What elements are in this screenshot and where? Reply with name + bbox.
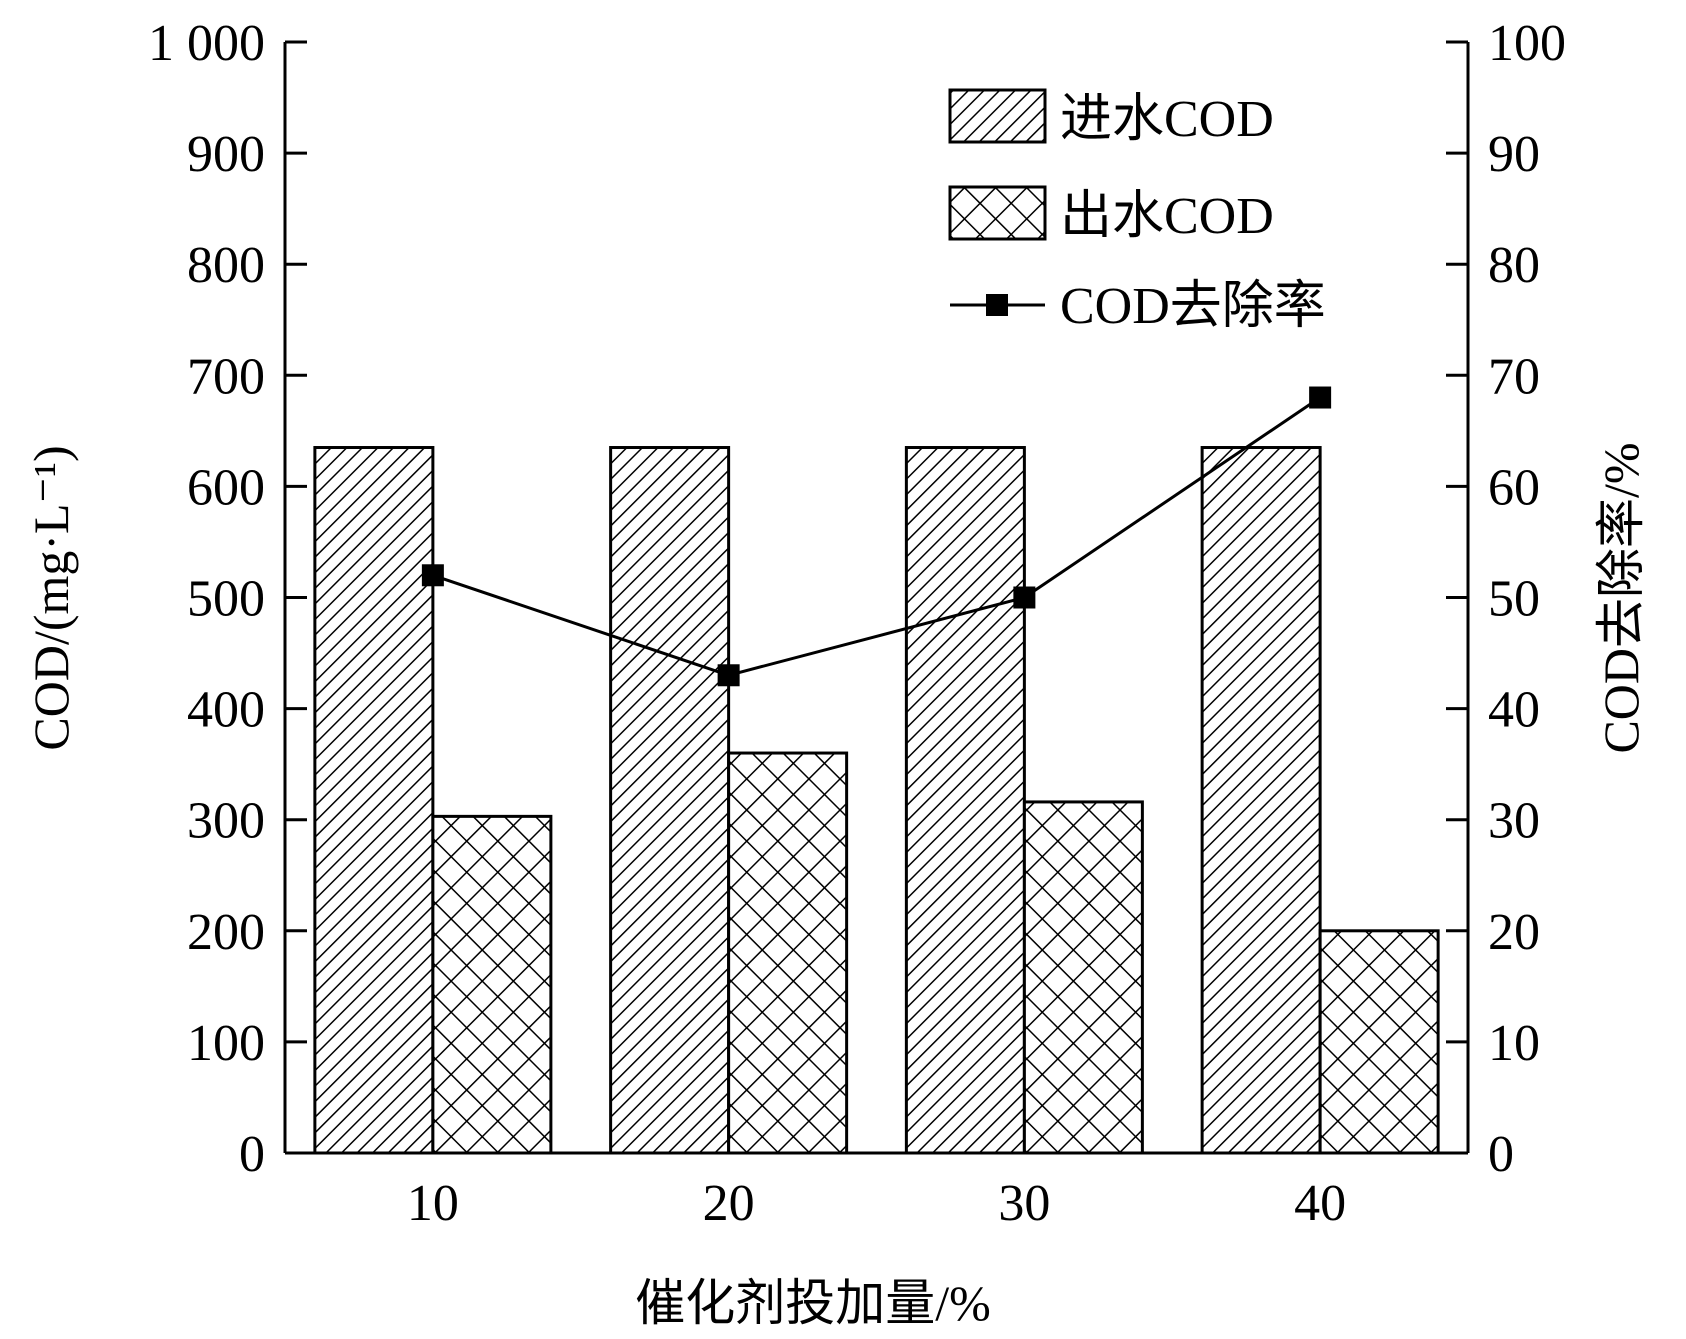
legend-label-removal: COD去除率 — [1060, 278, 1326, 335]
removal-rate-point-10 — [421, 564, 444, 587]
y-tick-label: 500 — [187, 571, 265, 628]
legend-swatch-effluent — [948, 185, 1047, 241]
bar-influent-10 — [313, 446, 435, 1155]
y-tick-label: 0 — [239, 1126, 265, 1183]
legend-label-effluent: 出水COD — [1060, 188, 1274, 245]
removal-rate-point-40 — [1309, 386, 1332, 409]
bar-influent-40 — [1200, 446, 1322, 1155]
y2-tick-label: 70 — [1488, 348, 1540, 405]
removal-rate-line — [432, 396, 1321, 677]
y-tick-label: 900 — [187, 126, 265, 183]
bar-effluent-20 — [727, 751, 849, 1155]
y2-tick-label: 60 — [1488, 459, 1540, 516]
y-tick-label: 1 000 — [148, 15, 265, 72]
legend-marker-removal — [986, 294, 1008, 316]
y2-tick-label: 50 — [1488, 571, 1540, 628]
legend-swatch-influent — [948, 88, 1047, 144]
removal-rate-point-30 — [1013, 586, 1036, 609]
legend-label-influent: 进水COD — [1060, 91, 1274, 148]
y-axis-title: COD/(mg·L⁻¹) — [23, 445, 79, 750]
y-tick-label: 100 — [187, 1015, 265, 1072]
y2-tick-label: 20 — [1488, 904, 1540, 961]
y2-tick-label: 90 — [1488, 126, 1540, 183]
bar-effluent-40 — [1318, 929, 1440, 1155]
y2-tick-label: 100 — [1488, 15, 1566, 72]
y2-tick-label: 80 — [1488, 237, 1540, 294]
y-tick-label: 800 — [187, 237, 265, 294]
bar-influent-20 — [609, 446, 731, 1155]
y2-axis-title: COD去除率/% — [1593, 442, 1649, 753]
y-tick-label: 400 — [187, 682, 265, 739]
plot-area: 0 100 200 300 400 500 600 700 800 900 1 000 0 10 20 30… — [148, 15, 1566, 1232]
bar-influent-30 — [904, 446, 1026, 1155]
y-tick-label: 600 — [187, 459, 265, 516]
y-tick-label: 300 — [187, 793, 265, 850]
y2-tick-label: 40 — [1488, 682, 1540, 739]
y-tick-label: 700 — [187, 348, 265, 405]
x-tick-label: 10 — [407, 1175, 459, 1232]
x-tick-label: 40 — [1294, 1175, 1346, 1232]
x-tick-label: 20 — [703, 1175, 755, 1232]
y-tick-label: 200 — [187, 904, 265, 961]
legend: 进水COD 出水COD COD去除率 — [948, 88, 1326, 335]
x-tick-label: 30 — [998, 1175, 1050, 1232]
x-axis-title: 催化剂投加量/% — [635, 1275, 991, 1331]
removal-rate-point-20 — [717, 664, 740, 687]
y2-tick-label: 30 — [1488, 793, 1540, 850]
y2-tick-label: 0 — [1488, 1126, 1514, 1183]
bar-effluent-30 — [1022, 800, 1144, 1155]
bar-effluent-10 — [431, 814, 553, 1155]
y2-tick-label: 10 — [1488, 1015, 1540, 1072]
